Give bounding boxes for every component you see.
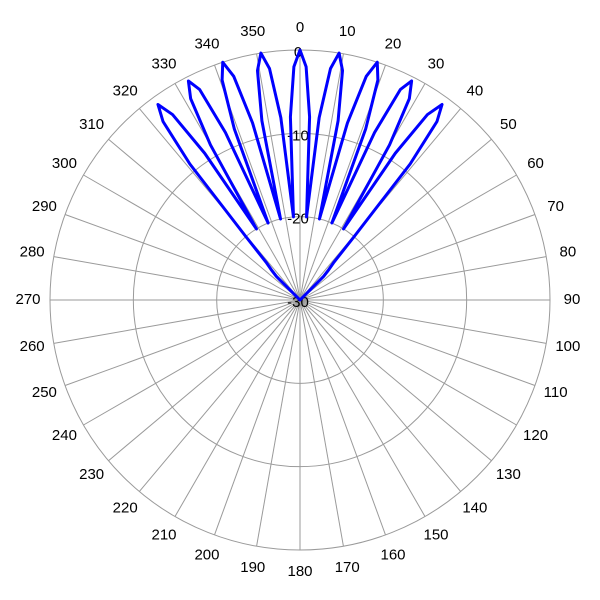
- spoke: [53, 256, 301, 301]
- theta-tick-label: 290: [32, 198, 57, 215]
- theta-tick-label: 60: [527, 155, 544, 172]
- spoke: [214, 299, 301, 536]
- spoke: [299, 299, 386, 536]
- spoke: [83, 299, 301, 426]
- spoke: [299, 299, 426, 517]
- theta-tick-label: 180: [287, 563, 312, 580]
- theta-tick-label: 150: [423, 527, 448, 544]
- spoke: [108, 138, 301, 301]
- theta-tick-label: 110: [544, 384, 568, 401]
- theta-tick-label: 320: [113, 83, 138, 100]
- spoke: [299, 299, 344, 547]
- grid-circle: [216, 216, 384, 384]
- spoke: [256, 53, 301, 301]
- theta-tick-label: 310: [79, 116, 104, 133]
- theta-tick-label: 200: [194, 547, 219, 564]
- theta-tick-label: 130: [496, 466, 521, 483]
- theta-tick-label: 70: [547, 198, 564, 215]
- theta-tick-label: 330: [151, 55, 176, 72]
- theta-tick-label: 190: [240, 559, 265, 576]
- spoke: [64, 299, 301, 386]
- theta-tick-label: 100: [555, 338, 580, 355]
- grid-circle: [132, 132, 468, 468]
- theta-tick-label: 30: [428, 55, 445, 72]
- spoke: [299, 214, 536, 301]
- spoke: [299, 299, 536, 386]
- theta-tick-label: 90: [564, 291, 581, 308]
- spoke: [299, 256, 547, 301]
- theta-tick-label: 80: [560, 244, 577, 261]
- theta-tick-label: 0: [296, 19, 304, 36]
- spoke: [83, 174, 301, 301]
- theta-tick-label: 120: [523, 427, 548, 444]
- theta-tick-label: 50: [500, 116, 517, 133]
- theta-tick-label: 250: [32, 384, 57, 401]
- theta-tick-label: 10: [339, 23, 356, 40]
- theta-tick-label: 260: [20, 338, 45, 355]
- spoke: [299, 174, 517, 301]
- theta-tick-label: 280: [20, 244, 45, 261]
- spoke: [299, 299, 547, 344]
- theta-tick-label: 160: [381, 547, 406, 564]
- theta-tick-label: 350: [240, 23, 265, 40]
- theta-tick-label: 140: [462, 499, 487, 516]
- spoke: [299, 138, 492, 301]
- theta-tick-label: 170: [335, 559, 360, 576]
- theta-tick-label: 240: [52, 427, 77, 444]
- pattern-line: [156, 48, 444, 302]
- theta-tick-label: 300: [52, 155, 77, 172]
- spoke: [299, 299, 462, 492]
- spoke: [174, 299, 301, 517]
- theta-tick-label: 220: [113, 499, 138, 516]
- spoke: [138, 299, 301, 492]
- theta-tick-label: 230: [79, 466, 104, 483]
- theta-tick-label: 40: [466, 83, 483, 100]
- spoke: [299, 299, 492, 462]
- spoke: [256, 299, 301, 547]
- spoke: [299, 299, 517, 426]
- spoke: [53, 299, 301, 344]
- spoke: [299, 53, 344, 301]
- theta-tick-label: 20: [385, 35, 402, 52]
- theta-tick-label: 210: [151, 527, 176, 544]
- theta-tick-label: 340: [194, 35, 219, 52]
- spoke: [64, 214, 301, 301]
- theta-tick-label: 270: [15, 291, 40, 308]
- spoke: [108, 299, 301, 462]
